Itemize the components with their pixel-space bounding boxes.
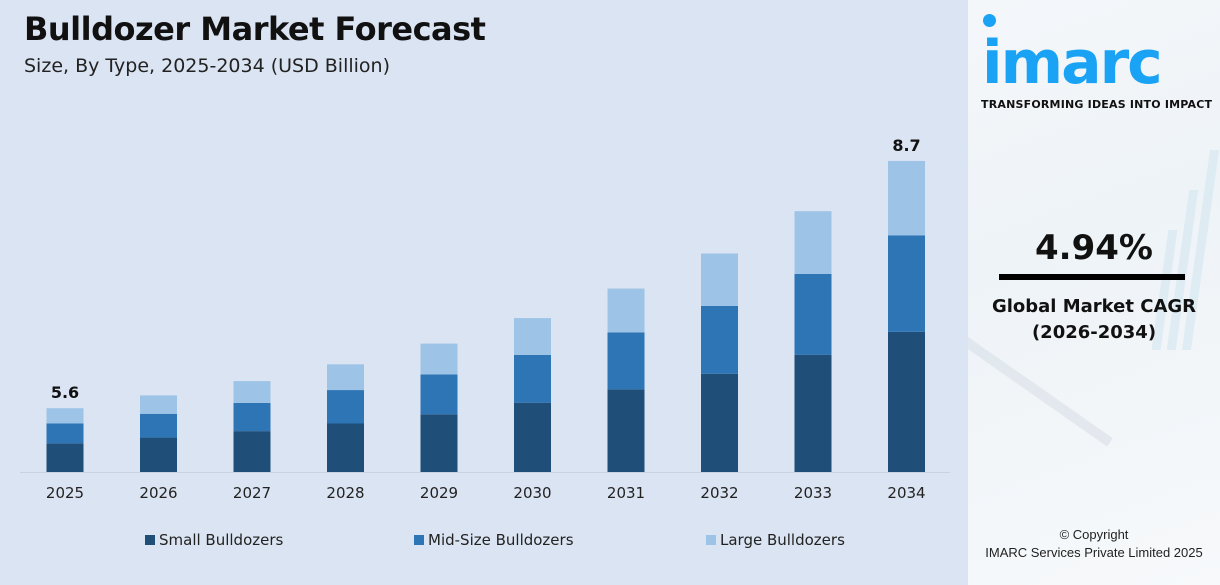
bar-segment-mid-size-bulldozers-2025 (46, 423, 84, 444)
bar-segment-small-bulldozers-2028 (327, 423, 364, 472)
legend: Small Bulldozers Mid-Size Bulldozers Large… (0, 531, 968, 551)
bar-segment-large-bulldozers-2026 (140, 395, 177, 414)
x-tick-label: 2032 (700, 484, 738, 502)
bar-segment-small-bulldozers-2030 (514, 402, 551, 472)
bar-segment-large-bulldozers-2027 (233, 381, 271, 403)
bar-segment-small-bulldozers-2026 (140, 437, 177, 472)
x-tick-label: 2028 (326, 484, 364, 502)
copyright-line2: IMARC Services Private Limited 2025 (985, 545, 1203, 560)
bar-segment-large-bulldozers-2030 (514, 318, 551, 355)
legend-swatch (414, 535, 424, 545)
side-panel: imarc TRANSFORMING IDEAS INTO IMPACT 4.9… (968, 0, 1220, 585)
bar-segment-large-bulldozers-2029 (420, 343, 458, 375)
chart-subtitle: Size, By Type, 2025-2034 (USD Billion) (24, 55, 391, 77)
bar-segment-mid-size-bulldozers-2028 (327, 390, 364, 424)
bar-segment-mid-size-bulldozers-2029 (420, 374, 458, 415)
bar-segment-small-bulldozers-2027 (233, 431, 271, 472)
logo-dot (983, 14, 996, 27)
bar-segment-small-bulldozers-2033 (794, 354, 832, 472)
x-tick-label: 2029 (420, 484, 458, 502)
legend-label: Mid-Size Bulldozers (428, 531, 574, 549)
legend-item: Mid-Size Bulldozers (414, 531, 574, 549)
bar-segment-mid-size-bulldozers-2033 (794, 273, 832, 355)
cagr-label: Global Market CAGR (2026-2034) (968, 294, 1220, 346)
divider (999, 274, 1185, 280)
x-tick-label: 2025 (46, 484, 84, 502)
x-tick-label: 2034 (887, 484, 925, 502)
logo-tagline: TRANSFORMING IDEAS INTO IMPACT (981, 98, 1213, 111)
bar-segment-small-bulldozers-2029 (420, 414, 458, 472)
x-tick-label: 2027 (233, 484, 271, 502)
cagr-value: 4.94% (1035, 228, 1153, 268)
legend-item: Small Bulldozers (145, 531, 283, 549)
bar-segment-mid-size-bulldozers-2026 (140, 413, 177, 438)
x-tick-label: 2033 (794, 484, 832, 502)
cagr-label-line2: (2026-2034) (1031, 322, 1157, 343)
copyright-line1: © Copyright (1059, 527, 1129, 542)
bar-segment-large-bulldozers-2034 (888, 160, 925, 236)
chart-panel: Bulldozer Market Forecast Size, By Type,… (0, 0, 968, 585)
legend-label: Large Bulldozers (720, 531, 845, 549)
bar-segment-mid-size-bulldozers-2034 (888, 235, 925, 332)
bar-segment-mid-size-bulldozers-2027 (233, 402, 271, 432)
imarc-logo: imarc (982, 28, 1163, 98)
bar-segment-small-bulldozers-2032 (701, 373, 738, 472)
bar-segment-large-bulldozers-2025 (46, 408, 84, 424)
bar-segment-mid-size-bulldozers-2032 (701, 305, 738, 374)
data-label: 8.7 (892, 136, 920, 155)
legend-swatch (706, 535, 716, 545)
bar-segment-large-bulldozers-2032 (701, 253, 738, 306)
chart-title: Bulldozer Market Forecast (24, 10, 486, 48)
bar-segment-small-bulldozers-2034 (888, 331, 925, 472)
legend-label: Small Bulldozers (159, 531, 284, 549)
x-tick-label: 2026 (139, 484, 177, 502)
bar-segment-mid-size-bulldozers-2030 (514, 354, 551, 403)
legend-item: Large Bulldozers (706, 531, 845, 549)
cagr-label-line1: Global Market CAGR (991, 296, 1197, 317)
x-tick-label: 2031 (607, 484, 645, 502)
bar-segment-small-bulldozers-2031 (607, 389, 645, 472)
copyright: © Copyright IMARC Services Private Limit… (968, 526, 1220, 562)
data-label: 5.6 (51, 383, 79, 402)
bar-segment-large-bulldozers-2028 (327, 364, 364, 391)
bar-segment-mid-size-bulldozers-2031 (607, 332, 645, 390)
legend-swatch (145, 535, 155, 545)
bar-segment-large-bulldozers-2031 (607, 288, 645, 333)
bar-segment-large-bulldozers-2033 (794, 211, 832, 274)
x-tick-label: 2030 (513, 484, 551, 502)
bar-segment-small-bulldozers-2025 (46, 443, 84, 472)
stacked-bar-chart: 2025 5.6 2026 2027 2028 2029 2030 2031 2032 2033 2… (20, 136, 950, 502)
